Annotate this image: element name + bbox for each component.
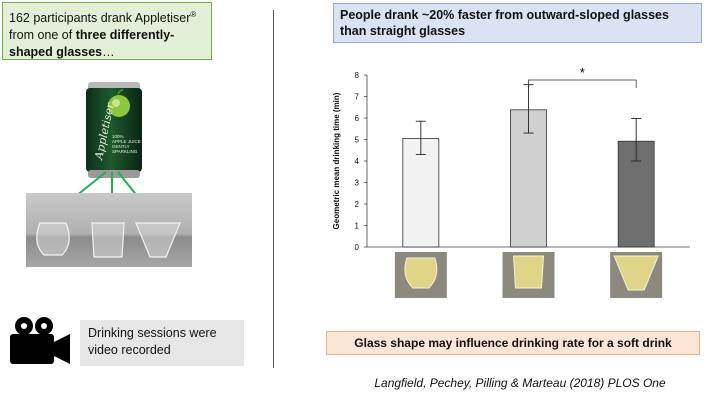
intro-text-1: 162 participants drank Appletiser [9, 11, 191, 26]
intro-bold: three differently-shaped glasses [9, 28, 175, 60]
y-tick-label: 0 [355, 243, 360, 252]
y-tick-label: 4 [355, 157, 360, 166]
conclusion-box: Glass shape may influence drinking rate … [326, 331, 700, 355]
flared-glass-icon [135, 222, 181, 258]
significance-bracket: * [528, 65, 637, 88]
y-tick-label: 6 [355, 114, 360, 123]
bar-chart: Geometric mean drinking time (min) 0 1 2 3 4… [332, 65, 690, 298]
straight-glass-thumbnail [502, 252, 555, 298]
appletiser-can: Appletiser 100% APPLE JUICE GENTLY SPARK… [86, 82, 142, 178]
y-axis-label: Geometric mean drinking time (min) [332, 92, 341, 229]
y-tick-label: 3 [355, 179, 360, 188]
y-tick-label: 5 [355, 136, 360, 145]
registered-mark: ® [190, 10, 197, 19]
y-tick-label: 7 [355, 93, 360, 102]
can-label-4: SPARKLING [112, 149, 138, 154]
glass-thumbnails [394, 252, 663, 298]
y-tick-label: 2 [355, 200, 360, 209]
sig-bracket-line [528, 79, 637, 88]
flared-glass-thumbnail [610, 252, 663, 298]
intro-text-2: from one of [9, 28, 76, 43]
intro-box: 162 participants drank Appletiser® from … [2, 2, 212, 60]
can-label-1: 100% [112, 134, 124, 139]
headline-box: People drank ~20% faster from outward-sl… [333, 3, 702, 43]
can-label-2: APPLE JUICE [112, 139, 141, 144]
video-camera-icon [10, 317, 70, 364]
tulip-glass-icon [36, 222, 70, 256]
bars [402, 109, 655, 248]
bar-1 [402, 138, 440, 248]
intro-ellipsis: … [102, 45, 115, 60]
can-label-3: GENTLY [112, 144, 130, 149]
y-tick-label: 1 [355, 222, 360, 231]
glasses-photo [26, 193, 192, 267]
sig-star: * [580, 65, 585, 80]
straight-glass-icon [91, 222, 125, 258]
citation: Langfield, Pechey, Pilling & Marteau (20… [374, 376, 666, 390]
y-tick-label: 8 [355, 71, 360, 80]
y-axis-ticks: 0 1 2 3 4 5 6 7 8 [355, 71, 367, 252]
video-note: Drinking sessions were video recorded [80, 320, 244, 366]
panel-divider [273, 10, 274, 368]
tulip-glass-thumbnail [394, 252, 447, 298]
